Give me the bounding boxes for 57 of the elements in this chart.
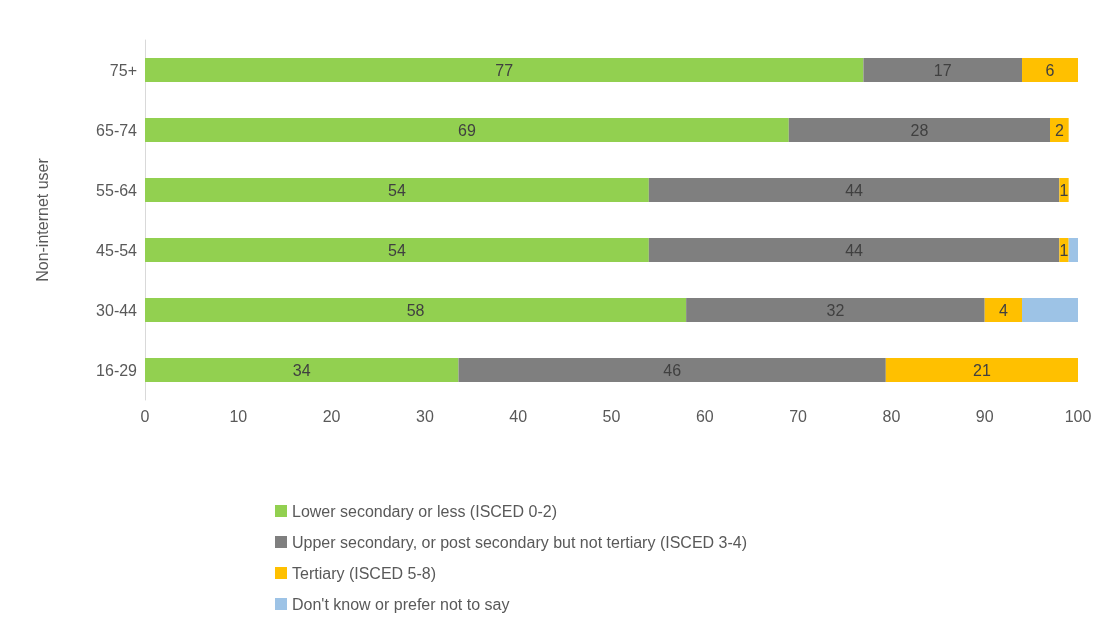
x-tick-label: 70 — [789, 407, 808, 425]
bar — [885, 358, 1078, 382]
data-label: 69 — [457, 121, 476, 139]
x-tick-label: 90 — [975, 407, 994, 425]
bar — [145, 298, 687, 322]
x-tick-label: 100 — [1064, 407, 1092, 425]
data-label: 6 — [1045, 61, 1055, 79]
x-tick-label: 80 — [882, 407, 901, 425]
data-label: 46 — [663, 361, 682, 379]
bar — [145, 58, 864, 82]
x-tick-label: 60 — [695, 407, 714, 425]
x-tick-label: 50 — [602, 407, 621, 425]
bar — [648, 178, 1060, 202]
bar — [145, 238, 649, 262]
bar — [145, 358, 459, 382]
bar — [648, 238, 1060, 262]
data-label: 34 — [292, 361, 311, 379]
x-tick-label: 10 — [229, 407, 248, 425]
x-tick-label: 20 — [322, 407, 341, 425]
bar — [863, 58, 1023, 82]
data-label: 44 — [845, 241, 864, 259]
data-label: 1 — [1059, 181, 1069, 199]
bar — [1022, 58, 1078, 82]
data-label: 58 — [406, 301, 425, 319]
bar — [145, 118, 789, 142]
legend-label: Tertiary (ISCED 5-8) — [292, 564, 437, 582]
data-label: 32 — [826, 301, 845, 319]
y-tick-label: 45-54 — [96, 241, 138, 259]
x-tick-label: 40 — [509, 407, 528, 425]
legend-label: Lower secondary or less (ISCED 0-2) — [292, 502, 557, 520]
legend-label: Don't know or prefer not to say — [292, 595, 510, 613]
y-tick-label: 75+ — [109, 61, 137, 79]
bar — [984, 298, 1023, 322]
bar — [458, 358, 886, 382]
data-label: 54 — [388, 181, 406, 199]
data-label: 21 — [973, 361, 991, 379]
data-label: 1 — [1059, 241, 1069, 259]
data-label: 28 — [910, 121, 929, 139]
data-label: 77 — [495, 61, 514, 79]
bar — [788, 118, 1051, 142]
data-label: 44 — [845, 181, 864, 199]
data-label: 4 — [998, 301, 1008, 319]
bar — [1068, 238, 1078, 262]
bar — [145, 178, 649, 202]
y-tick-label: 30-44 — [96, 301, 138, 319]
x-tick-label: 0 — [140, 407, 150, 425]
bar — [686, 298, 985, 322]
bar — [1022, 298, 1078, 322]
y-tick-label: 16-29 — [96, 361, 138, 379]
data-label: 2 — [1054, 121, 1064, 139]
legend-label: Upper secondary, or post secondary but not tertiary (ISCED 3-4) — [292, 533, 748, 551]
x-tick-label: 30 — [416, 407, 434, 425]
data-label: 54 — [388, 241, 406, 259]
y-tick-label: 55-64 — [96, 181, 138, 199]
y-axis-title: Non-internet user — [33, 157, 51, 282]
data-label: 17 — [933, 61, 952, 79]
y-tick-label: 65-74 — [96, 121, 138, 139]
